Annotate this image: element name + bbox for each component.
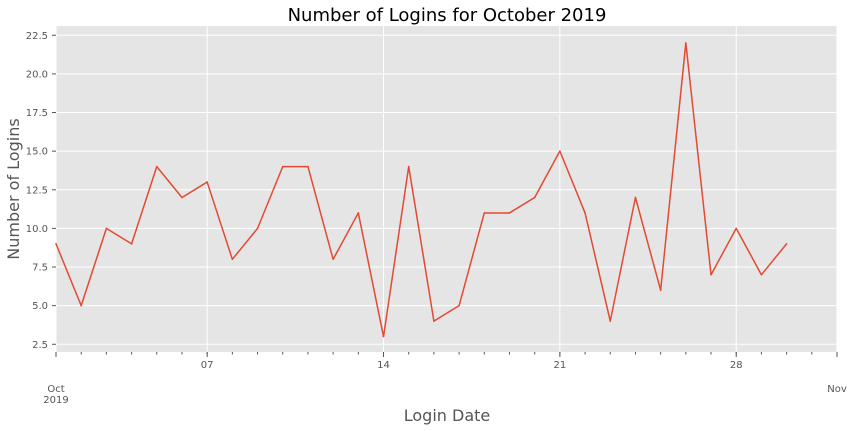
data-point xyxy=(533,196,536,199)
data-point xyxy=(735,227,738,230)
plot-area xyxy=(56,26,837,352)
x-tick-sublabel: 2019 xyxy=(43,395,68,406)
y-tick-label: 2.5 xyxy=(32,340,48,351)
data-point xyxy=(307,165,309,168)
data-point xyxy=(609,320,612,322)
data-point xyxy=(357,212,360,214)
x-tick-label: 21 xyxy=(554,360,567,371)
y-tick-label: 17.5 xyxy=(26,108,48,119)
data-point xyxy=(760,273,763,276)
y-tick-label: 15.0 xyxy=(26,147,48,158)
data-point xyxy=(382,335,385,338)
data-point xyxy=(281,165,284,168)
data-point xyxy=(710,273,712,276)
data-point xyxy=(584,212,586,214)
data-point xyxy=(206,181,208,183)
data-point xyxy=(458,304,460,307)
series-group xyxy=(55,42,788,338)
data-point xyxy=(659,289,662,292)
data-point xyxy=(181,196,183,199)
y-tick-label: 10.0 xyxy=(26,224,48,235)
x-tick-label: 07 xyxy=(201,360,214,371)
series-line xyxy=(55,42,788,338)
x-axis-title: Login Date xyxy=(404,406,491,425)
data-point xyxy=(130,243,133,245)
x-tick-label: 28 xyxy=(730,360,743,371)
data-point xyxy=(256,227,259,230)
y-axis: 2.5 5.0 7.5 10.0 12.5 15.0 17.5 20.0 22.5 xyxy=(26,31,56,351)
y-tick-label: 12.5 xyxy=(26,185,48,196)
data-point xyxy=(433,320,435,322)
data-point xyxy=(685,42,687,44)
x-tick-label: Nov xyxy=(827,384,847,395)
data-point xyxy=(155,165,158,168)
x-tick-label: Oct xyxy=(47,384,64,395)
y-tick-label: 7.5 xyxy=(32,263,48,274)
data-point xyxy=(559,150,561,152)
y-tick-label: 20.0 xyxy=(26,69,48,80)
y-tick-label: 5.0 xyxy=(32,301,48,312)
y-tick-label: 22.5 xyxy=(26,31,48,42)
data-point xyxy=(55,243,57,245)
grid-lines xyxy=(55,26,838,352)
data-point xyxy=(231,258,234,261)
chart-title: Number of Logins for October 2019 xyxy=(288,5,607,26)
data-point xyxy=(332,258,334,261)
data-point xyxy=(483,212,486,214)
data-point xyxy=(634,196,637,199)
data-point xyxy=(508,212,511,214)
y-axis-title: Number of Logins xyxy=(4,118,23,259)
data-point xyxy=(785,243,788,245)
data-point xyxy=(105,227,108,230)
data-point xyxy=(407,165,410,168)
data-point xyxy=(80,304,82,307)
x-tick-label: 14 xyxy=(377,360,390,371)
